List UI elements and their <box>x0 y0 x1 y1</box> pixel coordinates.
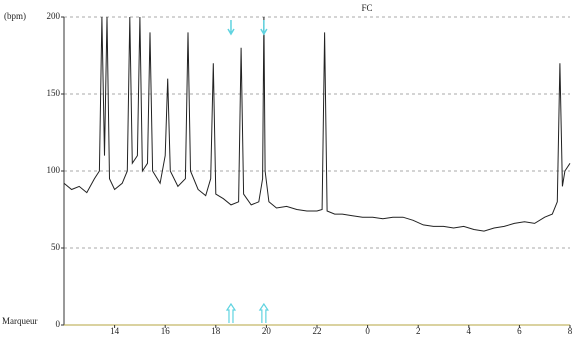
x-tick-label: 20 <box>262 326 272 336</box>
marker-arrow-top <box>227 20 235 36</box>
y-tick-label: 150 <box>47 88 61 98</box>
x-tick-label: 14 <box>110 326 120 336</box>
y-tick-label: 200 <box>47 11 61 21</box>
chart-title: FC <box>361 3 372 13</box>
marker-arrow-bottom <box>258 302 269 323</box>
x-tick-label: 0 <box>365 326 370 336</box>
marker-arrow-bottom <box>225 302 237 323</box>
marker-arrow-top <box>260 20 268 36</box>
y-tick-label: 0 <box>56 319 61 329</box>
x-tick-label: 2 <box>416 326 421 336</box>
x-tick-label: 18 <box>211 326 221 336</box>
y-axis-label: (bpm) <box>4 11 26 21</box>
x-tick-label: 8 <box>568 326 573 336</box>
y-tick-label: 50 <box>51 242 61 252</box>
x-tick-label: 22 <box>313 326 322 336</box>
marker-label: Marqueur <box>2 316 38 326</box>
x-tick-label: 16 <box>161 326 171 336</box>
y-tick-label: 100 <box>47 165 61 175</box>
x-tick-label: 4 <box>467 326 472 336</box>
hr-line <box>63 16 571 232</box>
x-tick-label: 6 <box>517 326 522 336</box>
